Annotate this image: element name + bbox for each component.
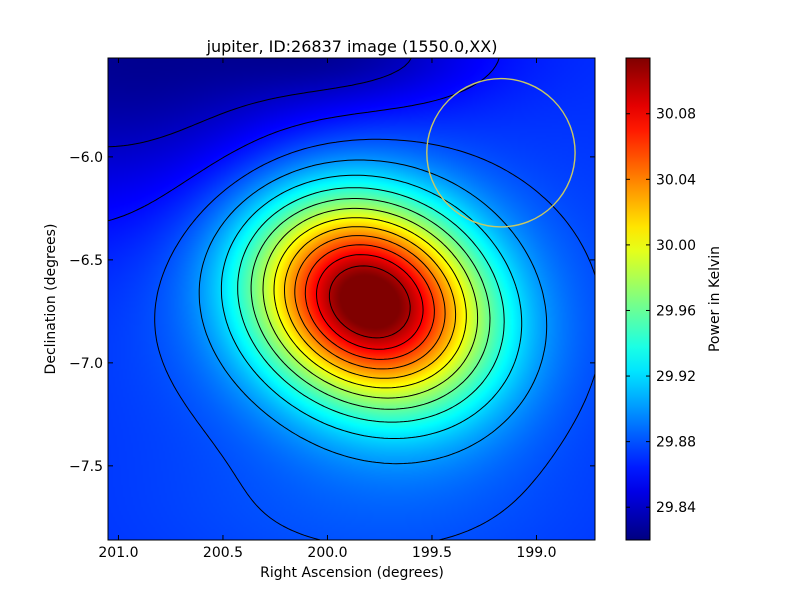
y-axis-label: Declination (degrees) <box>43 224 59 375</box>
contour-line <box>304 244 435 360</box>
contour-line <box>328 265 411 339</box>
colorbar-tick-label: 30.04 <box>656 172 696 188</box>
colorbar: 29.84 29.88 29.92 29.96 30.00 30.04 30.08 Powe… <box>625 57 723 541</box>
contour-line <box>284 226 457 379</box>
x-tick-label: 201.0 <box>98 545 138 561</box>
contour-line <box>108 58 500 222</box>
contour-line <box>316 254 424 350</box>
colorbar-tick-label: 30.00 <box>656 238 696 254</box>
y-tick-label: −6.0 <box>69 150 103 166</box>
colorbar-label: Power in Kelvin <box>707 246 723 352</box>
plot-area <box>107 57 596 541</box>
x-tick-label: 199.5 <box>412 545 452 561</box>
x-axis: 201.0 200.5 200.0 199.5 199.0 <box>98 58 557 561</box>
y-tick-label: −7.5 <box>69 459 103 475</box>
contour-line <box>154 138 595 540</box>
plot-frame <box>107 57 596 541</box>
x-tick-label: 199.0 <box>516 545 556 561</box>
y-axis: −6.0 −6.5 −7.0 −7.5 <box>69 150 595 475</box>
y-tick-label: −6.5 <box>69 253 103 269</box>
colorbar-frame <box>625 57 651 541</box>
contour-lines <box>108 58 595 540</box>
contour-line <box>273 217 467 389</box>
contour-line <box>198 159 548 465</box>
contour-line <box>294 235 446 370</box>
y-tick-label: −7.0 <box>69 356 103 372</box>
colorbar-tick-label: 29.84 <box>656 500 696 516</box>
contour-line <box>250 198 491 410</box>
contour-line <box>262 207 479 399</box>
contour-line <box>108 58 412 148</box>
colorbar-ticks: 29.84 29.88 29.92 29.96 30.00 30.04 30.08 <box>626 107 696 516</box>
colorbar-tick-label: 30.08 <box>656 107 696 123</box>
beam-circle <box>426 77 576 228</box>
heatmap-image <box>108 58 595 540</box>
x-tick-label: 200.0 <box>307 545 347 561</box>
colorbar-gradient <box>626 58 650 540</box>
x-tick-label: 200.5 <box>203 545 243 561</box>
contour-line <box>237 187 505 423</box>
colorbar-tick-label: 29.88 <box>656 435 696 451</box>
contour-line <box>220 174 523 439</box>
colorbar-tick-label: 29.92 <box>656 369 696 385</box>
x-axis-label: Right Ascension (degrees) <box>260 565 444 581</box>
chart-title: jupiter, ID:26837 image (1550.0,XX) <box>206 37 498 56</box>
colorbar-tick-label: 29.96 <box>656 303 696 319</box>
